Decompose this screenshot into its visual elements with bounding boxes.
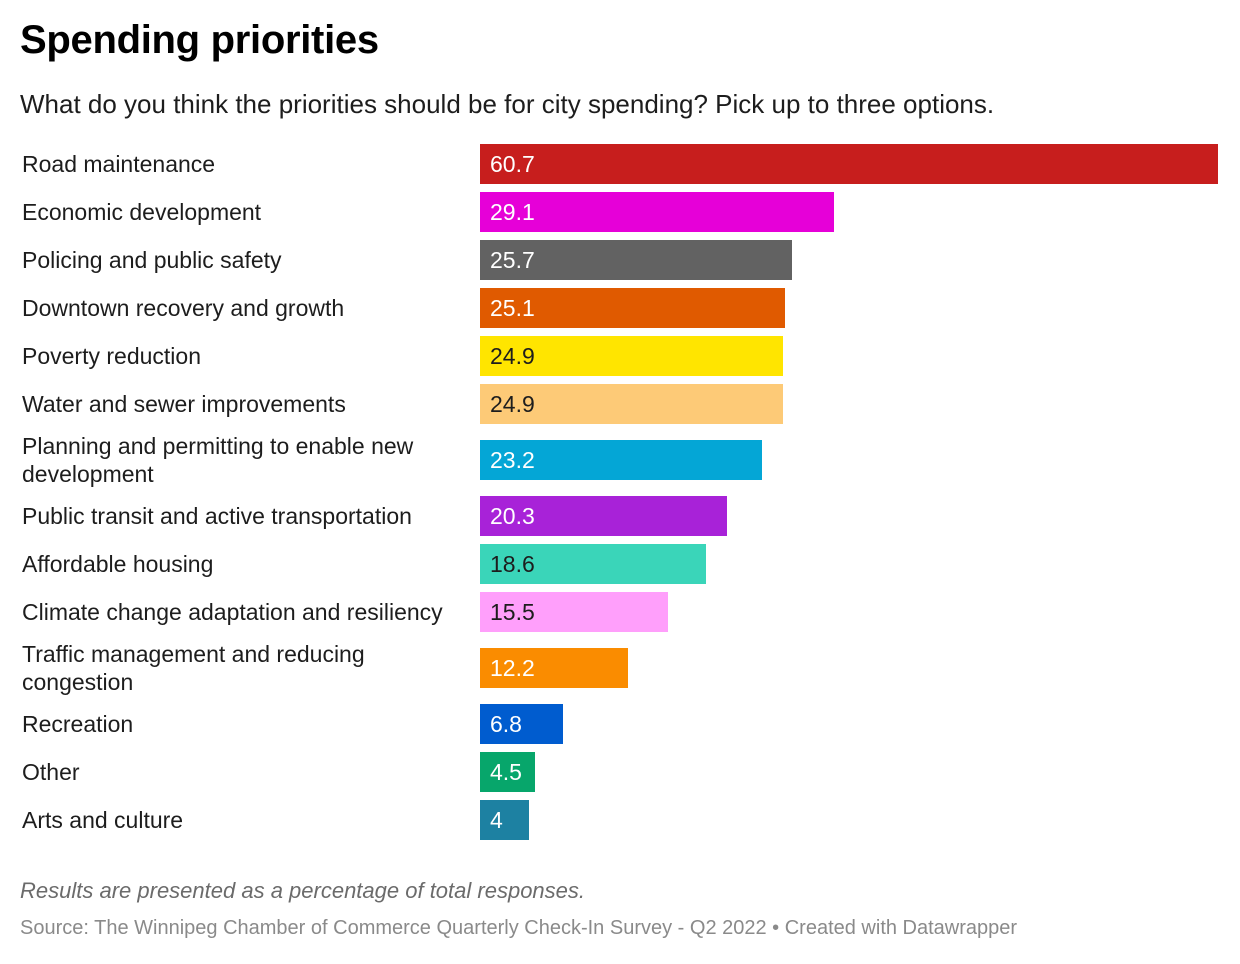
data-label: 60.7 <box>490 151 535 177</box>
chart-source: Source: The Winnipeg Chamber of Commerce… <box>20 917 1018 939</box>
bar <box>480 240 793 280</box>
category-label: Downtown recovery and growth <box>22 295 345 321</box>
chart-subtitle: What do you think the priorities should … <box>20 89 995 119</box>
category-label: Arts and culture <box>22 807 184 833</box>
data-label: 29.1 <box>490 199 535 225</box>
bar <box>480 144 1218 184</box>
bar <box>480 192 834 232</box>
chart-notes: Results are presented as a percentage of… <box>20 878 586 903</box>
category-label: Policing and public safety <box>22 247 282 273</box>
data-label: 6.8 <box>490 711 522 737</box>
data-label: 15.5 <box>490 599 535 625</box>
bar <box>480 288 786 328</box>
category-label: Other <box>22 759 80 785</box>
category-label: Water and sewer improvements <box>22 391 346 417</box>
category-label: Affordable housing <box>22 551 214 577</box>
data-label: 4 <box>490 807 503 833</box>
data-label: 4.5 <box>490 759 522 785</box>
data-label: 20.3 <box>490 503 535 529</box>
category-label: Poverty reduction <box>22 343 201 369</box>
bar <box>480 752 535 792</box>
category-label: Road maintenance <box>22 151 216 177</box>
bar <box>480 544 707 584</box>
bar <box>480 384 783 424</box>
category-label: Public transit and active transportation <box>22 503 412 529</box>
category-label: Recreation <box>22 711 134 737</box>
category-label: Traffic management and reducing congesti… <box>22 641 365 695</box>
data-label: 24.9 <box>490 391 535 417</box>
category-label: Climate change adaptation and resiliency <box>22 599 443 625</box>
category-label: Economic development <box>22 199 262 225</box>
category-label: Planning and permitting to enable new de… <box>22 433 414 487</box>
data-label: 18.6 <box>490 551 535 577</box>
data-label: 25.7 <box>490 247 535 273</box>
data-label: 23.2 <box>490 447 535 473</box>
data-label: 12.2 <box>490 655 535 681</box>
chart-title: Spending priorities <box>20 18 379 62</box>
bar <box>480 592 669 632</box>
data-label: 25.1 <box>490 295 535 321</box>
data-label: 24.9 <box>490 343 535 369</box>
bar <box>480 704 563 744</box>
bar <box>480 800 529 840</box>
bar <box>480 496 727 536</box>
bar <box>480 440 763 480</box>
bar <box>480 648 629 688</box>
bar <box>480 336 783 376</box>
